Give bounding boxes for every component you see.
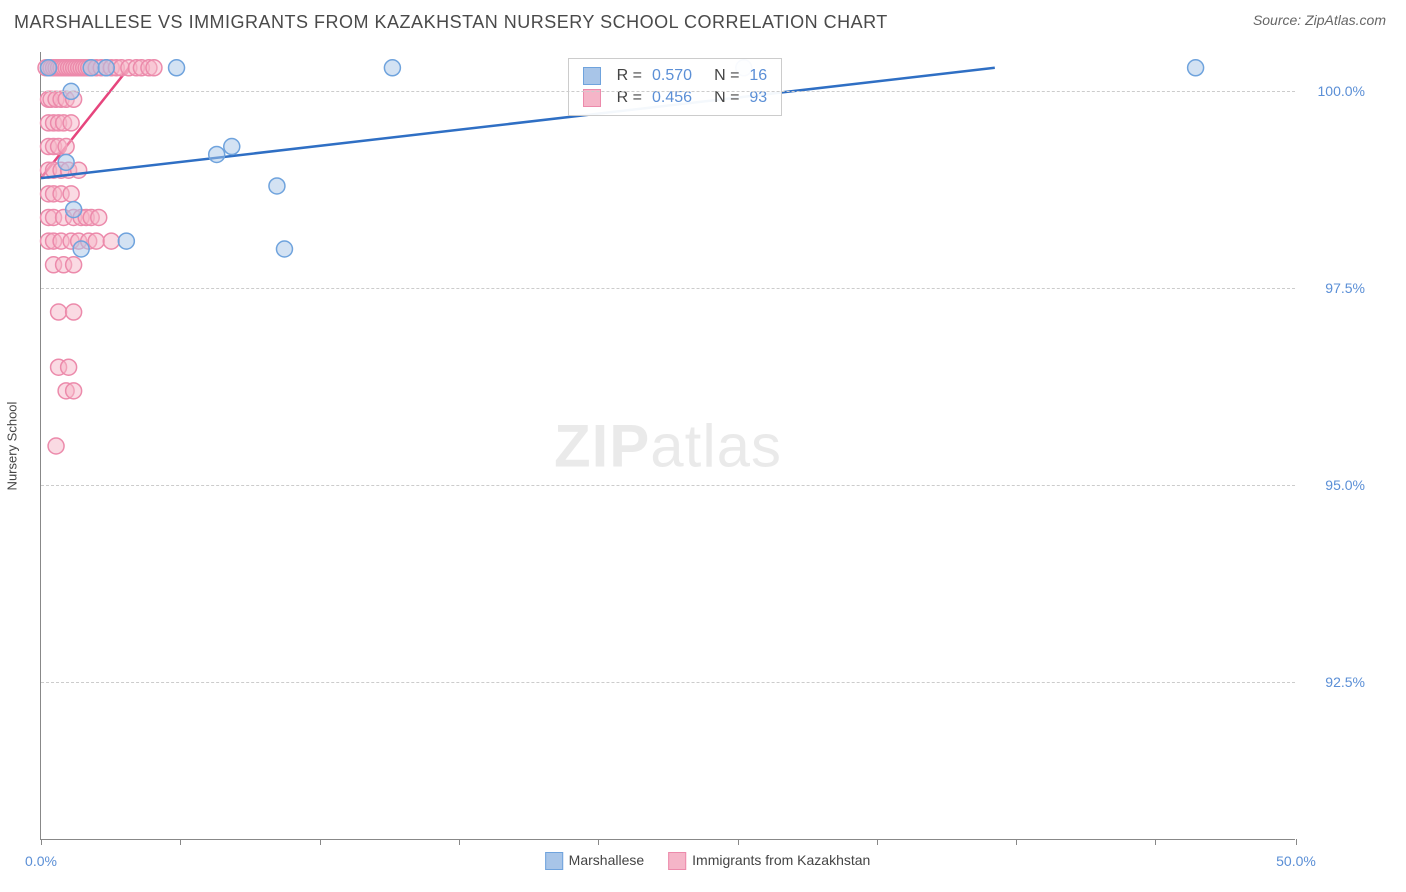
scatter-point — [118, 233, 134, 249]
chart-header: MARSHALLESE VS IMMIGRANTS FROM KAZAKHSTA… — [0, 0, 1406, 33]
scatter-point — [73, 241, 89, 257]
xtick — [1296, 839, 1297, 845]
scatter-point — [1188, 60, 1204, 76]
ytick-label: 92.5% — [1325, 674, 1365, 690]
scatter-point — [61, 359, 77, 375]
ytick-label: 97.5% — [1325, 280, 1365, 296]
scatter-point — [66, 383, 82, 399]
ytick-label: 100.0% — [1318, 83, 1365, 99]
xtick — [41, 839, 42, 845]
xtick-label: 50.0% — [1276, 853, 1316, 869]
correlation-stat-box: R = 0.570 N = 16 R =0.456N =93 — [568, 58, 783, 116]
scatter-point — [224, 139, 240, 155]
gridline-h — [41, 91, 1295, 92]
scatter-point — [83, 60, 99, 76]
legend-swatch — [583, 67, 601, 85]
scatter-point — [66, 304, 82, 320]
gridline-h — [41, 682, 1295, 683]
legend-item: Marshallese — [545, 852, 644, 870]
chart-title: MARSHALLESE VS IMMIGRANTS FROM KAZAKHSTA… — [14, 12, 888, 33]
ytick-label: 95.0% — [1325, 477, 1365, 493]
stat-r-label: R = — [617, 67, 642, 85]
scatter-point — [384, 60, 400, 76]
scatter-point — [63, 115, 79, 131]
scatter-point — [91, 209, 107, 225]
stat-n-value: 16 — [749, 67, 767, 85]
xtick — [1016, 839, 1017, 845]
scatter-point — [169, 60, 185, 76]
scatter-point — [48, 438, 64, 454]
scatter-point — [63, 186, 79, 202]
scatter-point — [103, 233, 119, 249]
xtick — [598, 839, 599, 845]
scatter-point — [98, 60, 114, 76]
chart-source: Source: ZipAtlas.com — [1253, 12, 1386, 28]
chart-svg — [41, 52, 1295, 839]
scatter-point — [58, 139, 74, 155]
legend-item: Immigrants from Kazakhstan — [668, 852, 870, 870]
scatter-point — [58, 154, 74, 170]
scatter-point — [51, 304, 67, 320]
stat-n-label: N = — [714, 67, 739, 85]
stat-r-value: 0.570 — [652, 67, 692, 85]
gridline-h — [41, 288, 1295, 289]
scatter-point — [146, 60, 162, 76]
xtick — [459, 839, 460, 845]
scatter-point — [88, 233, 104, 249]
scatter-point — [276, 241, 292, 257]
scatter-point — [209, 146, 225, 162]
bottom-legend: Marshallese Immigrants from Kazakhstan — [545, 852, 871, 870]
stat-row: R = 0.570 N = 16 — [583, 65, 768, 87]
scatter-point — [41, 60, 57, 76]
gridline-h — [41, 485, 1295, 486]
xtick-label: 0.0% — [25, 853, 57, 869]
scatter-point — [269, 178, 285, 194]
plot-area: ZIPatlas R =0.570N =16R =0.456N =93 92.5… — [40, 52, 1295, 840]
plot-container: Nursery School ZIPatlas R =0.570N =16R =… — [40, 52, 1375, 840]
legend-swatch — [668, 852, 686, 870]
xtick — [320, 839, 321, 845]
trendline — [41, 68, 995, 178]
xtick — [738, 839, 739, 845]
legend-label: Immigrants from Kazakhstan — [692, 852, 870, 868]
legend-swatch — [545, 852, 563, 870]
xtick — [877, 839, 878, 845]
scatter-point — [66, 257, 82, 273]
xtick — [1155, 839, 1156, 845]
xtick — [180, 839, 181, 845]
y-axis-label: Nursery School — [5, 402, 20, 491]
legend-label: Marshallese — [569, 852, 644, 868]
stat-row: R =0.456N =93 — [583, 87, 768, 109]
scatter-point — [66, 202, 82, 218]
